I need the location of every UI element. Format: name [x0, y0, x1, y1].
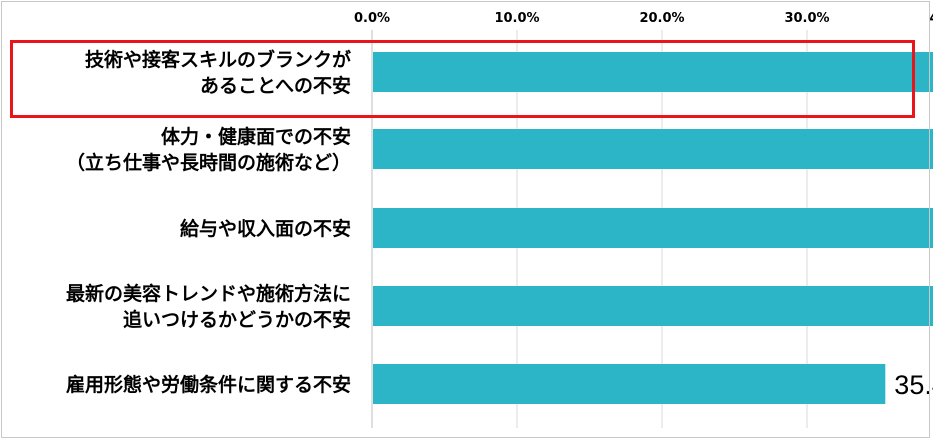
bar	[373, 364, 886, 404]
x-tick-label: 0.0%	[354, 11, 390, 26]
bar	[373, 129, 933, 169]
category-label-line: あることへの不安	[200, 74, 351, 97]
category-label-line: （立ち仕事や長時間の施術など）	[66, 151, 351, 174]
category-label: 雇用形態や労働条件に関する不安	[66, 373, 351, 396]
category-label: 技術や接客スキルのブランクがあることへの不安	[85, 48, 351, 97]
category-label: 体力・健康面での不安 （立ち仕事や長時間の施術など）	[66, 125, 351, 174]
x-tick-label: 10.0%	[494, 11, 539, 26]
x-tick-label: 40.0%	[929, 11, 933, 26]
x-tick-label: 30.0%	[784, 11, 829, 26]
category-label: 最新の美容トレンドや施術方法に追いつけるかどうかの不安	[66, 282, 351, 331]
bar	[373, 286, 933, 326]
category-label-line: 最新の美容トレンドや施術方法に	[66, 282, 351, 305]
category-label-line: 技術や接客スキルのブランクが	[85, 48, 351, 71]
bar	[373, 52, 933, 92]
category-label-line: 追いつけるかどうかの不安	[123, 308, 351, 331]
x-tick-label: 20.0%	[639, 11, 684, 26]
category-label-line: 給与や収入面の不安	[180, 217, 351, 240]
bar	[373, 208, 933, 248]
category-label-line: 雇用形態や労働条件に関する不安	[66, 373, 351, 396]
category-label: 給与や収入面の不安	[180, 217, 351, 240]
data-label: 35.4%	[894, 370, 933, 400]
category-label-line: 体力・健康面での不安	[161, 125, 351, 148]
